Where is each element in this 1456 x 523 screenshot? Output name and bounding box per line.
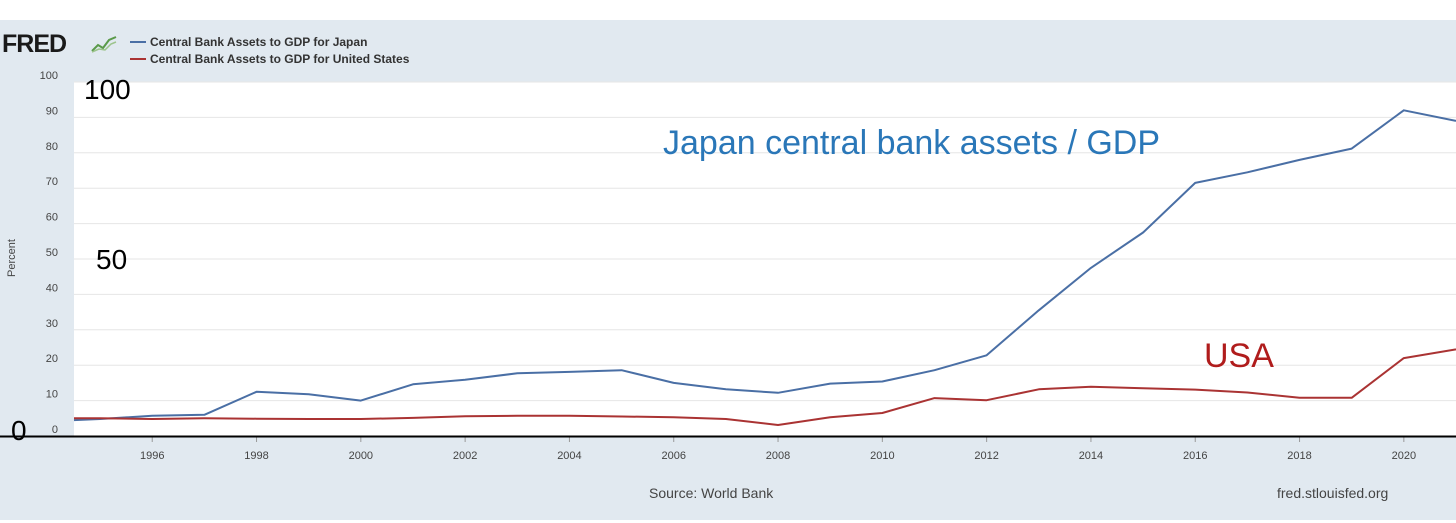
x-tick-label: 2014 — [1079, 450, 1103, 462]
x-tick-label: 2002 — [453, 450, 477, 462]
legend-label-japan: Central Bank Assets to GDP for Japan — [150, 35, 368, 49]
x-tick-label: 2018 — [1287, 450, 1311, 462]
site-url: fred.stlouisfed.org — [1277, 485, 1389, 501]
x-tick-label: 1996 — [140, 450, 164, 462]
overlay-label-50: 50 — [96, 244, 128, 275]
y-tick-label: 90 — [46, 105, 58, 117]
legend-label-usa: Central Bank Assets to GDP for United St… — [150, 52, 410, 66]
x-tick-label: 2012 — [974, 450, 998, 462]
series-line-usa — [74, 348, 1456, 426]
legend-entry-japan[interactable]: Central Bank Assets to GDP for Japan — [130, 35, 367, 49]
x-tick-label: 2000 — [349, 450, 373, 462]
source-note: Source: World Bank — [649, 485, 774, 501]
y-tick-label: 80 — [46, 141, 58, 153]
series-line-japan — [73, 109, 1456, 422]
x-tick-label: 1998 — [244, 450, 268, 462]
x-tick-label: 2004 — [557, 450, 581, 462]
y-tick-label: 40 — [46, 282, 58, 294]
y-tick-label: 0 — [52, 424, 58, 436]
x-tick-label: 2008 — [766, 450, 790, 462]
line-chart-icon — [90, 34, 118, 54]
japan-annotation: Japan central bank assets / GDP — [663, 124, 1161, 162]
legend-swatch-usa — [130, 57, 146, 60]
overlay-label-0: 0 — [11, 415, 27, 446]
y-tick-label: 60 — [46, 212, 58, 224]
y-tick-label: 30 — [46, 318, 58, 330]
y-tick-label: 100 — [40, 70, 58, 82]
x-tick-label: 2020 — [1392, 450, 1416, 462]
fred-logo: FRED — [2, 30, 67, 58]
x-tick-label: 2016 — [1183, 450, 1207, 462]
y-tick-label: 50 — [46, 247, 58, 259]
overlay-label-100: 100 — [84, 74, 131, 105]
y-tick-label: 20 — [46, 353, 58, 365]
legend-swatch-japan — [130, 40, 146, 43]
legend-entry-usa[interactable]: Central Bank Assets to GDP for United St… — [130, 52, 409, 66]
x-tick-label: 2006 — [661, 450, 685, 462]
x-tick-label: 2010 — [870, 450, 894, 462]
usa-annotation: USA — [1204, 337, 1274, 375]
y-tick-label: 70 — [46, 176, 58, 188]
y-tick-label: 10 — [46, 389, 58, 401]
